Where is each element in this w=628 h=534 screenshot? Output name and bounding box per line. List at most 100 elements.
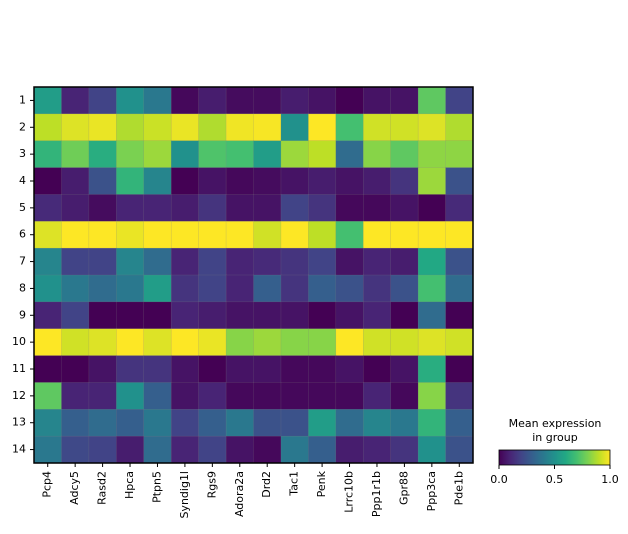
- y-tick-label: 13: [12, 416, 26, 429]
- heatmap-cell: [335, 435, 364, 464]
- heatmap-cell: [253, 301, 282, 330]
- heatmap-cell: [253, 328, 282, 357]
- heatmap-cell: [88, 328, 117, 357]
- heatmap-cell: [33, 301, 62, 330]
- heatmap-cell: [445, 113, 474, 142]
- x-tick-label: Pde1b: [452, 471, 465, 505]
- heatmap-cell: [116, 409, 145, 437]
- heatmap-cell: [116, 194, 145, 222]
- heatmap-cell: [280, 247, 309, 276]
- heatmap-cell: [170, 167, 200, 195]
- heatmap-cell: [170, 382, 200, 410]
- heatmap-cell: [33, 328, 62, 357]
- heatmap-cell: [335, 194, 364, 222]
- heatmap-cell: [280, 167, 309, 195]
- heatmap-cell: [390, 301, 419, 330]
- heatmap-cell: [225, 435, 255, 464]
- heatmap-cell: [116, 328, 145, 357]
- heatmap-cell: [88, 247, 117, 276]
- y-tick-label: 5: [19, 201, 26, 214]
- heatmap-cell: [143, 409, 172, 437]
- heatmap-cell: [280, 113, 309, 142]
- heatmap-cell: [143, 274, 172, 303]
- y-tick-label: 10: [12, 335, 26, 348]
- heatmap-cell: [198, 355, 227, 383]
- heatmap-cell: [280, 435, 309, 464]
- heatmap-cell: [335, 355, 364, 383]
- y-tick-label: 6: [19, 228, 26, 241]
- heatmap-cell: [225, 194, 255, 222]
- heatmap-cell: [61, 247, 90, 276]
- heatmap-cell: [390, 435, 419, 464]
- heatmap-cell: [363, 140, 392, 169]
- heatmap-cell: [363, 328, 392, 357]
- heatmap-cell: [390, 140, 419, 169]
- colorbar-tick-label: 0.0: [490, 473, 508, 486]
- heatmap-cell: [280, 301, 309, 330]
- y-tick-label: 4: [19, 174, 26, 187]
- heatmap-cell: [33, 221, 62, 249]
- colorbar-title: Mean expression: [509, 417, 602, 430]
- heatmap-cell: [198, 328, 227, 357]
- heatmap-cell: [33, 140, 62, 169]
- heatmap-cell: [280, 86, 309, 115]
- heatmap-cell: [253, 435, 282, 464]
- heatmap-cell: [88, 435, 117, 464]
- heatmap-cell: [253, 194, 282, 222]
- heatmap-cell: [280, 221, 309, 249]
- heatmap-cell: [253, 355, 282, 383]
- heatmap-cell: [170, 274, 200, 303]
- heatmap-cell: [88, 221, 117, 249]
- heatmap-cell: [253, 382, 282, 410]
- heatmap-cell: [363, 409, 392, 437]
- x-tick-label: Adcy5: [68, 471, 81, 505]
- heatmap-cell: [363, 435, 392, 464]
- heatmap-cell: [308, 328, 337, 357]
- heatmap-cell: [116, 355, 145, 383]
- heatmap-cell: [225, 382, 255, 410]
- heatmap-cell: [335, 167, 364, 195]
- x-tick-label: Adora2a: [233, 471, 246, 517]
- heatmap-cell: [308, 355, 337, 383]
- heatmap-cell: [143, 435, 172, 464]
- heatmap-cell: [33, 382, 62, 410]
- colorbar: [498, 449, 611, 466]
- heatmap-cell: [116, 140, 145, 169]
- heatmap-cell: [225, 328, 255, 357]
- heatmap-cell: [61, 221, 90, 249]
- heatmap-cell: [335, 382, 364, 410]
- heatmap-cell: [61, 194, 90, 222]
- heatmap-cell: [308, 140, 337, 169]
- heatmap-cell: [170, 113, 200, 142]
- heatmap-cell: [33, 86, 62, 115]
- heatmap-cell: [88, 301, 117, 330]
- y-tick-label: 2: [19, 120, 26, 133]
- heatmap-cell: [198, 140, 227, 169]
- heatmap-cell: [363, 274, 392, 303]
- heatmap-cell: [61, 140, 90, 169]
- heatmap-cell: [61, 328, 90, 357]
- heatmap-cell: [390, 382, 419, 410]
- heatmap-cell: [143, 355, 172, 383]
- heatmap-cell: [33, 355, 62, 383]
- heatmap-cell: [225, 86, 255, 115]
- heatmap-cell: [417, 382, 447, 410]
- heatmap-cell: [198, 194, 227, 222]
- heatmap-cell: [143, 301, 172, 330]
- heatmap-cell: [390, 409, 419, 437]
- heatmap-cell: [170, 301, 200, 330]
- y-tick-label: 1: [19, 93, 26, 106]
- heatmap-cell: [170, 409, 200, 437]
- heatmap-cell: [280, 274, 309, 303]
- heatmap-cell: [445, 247, 474, 276]
- colorbar-title: in group: [532, 431, 577, 444]
- heatmap-cell: [116, 274, 145, 303]
- heatmap-cell: [335, 221, 364, 249]
- heatmap-cell: [417, 221, 447, 249]
- heatmap-cell: [198, 274, 227, 303]
- heatmap-cell: [335, 140, 364, 169]
- heatmap-cell: [88, 167, 117, 195]
- heatmap-cell: [390, 247, 419, 276]
- heatmap-cell: [143, 382, 172, 410]
